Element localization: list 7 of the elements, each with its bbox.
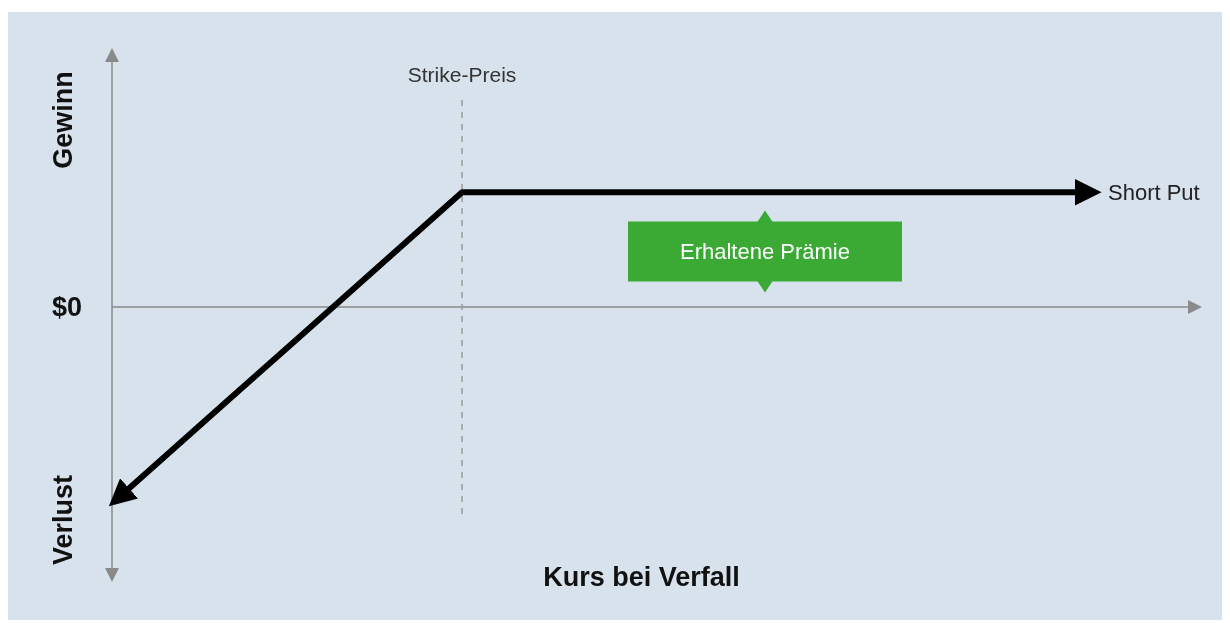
series-label: Short Put xyxy=(1108,180,1200,205)
text: Gewinn xyxy=(48,71,78,169)
text: Strike-Preis xyxy=(407,63,517,86)
text: $0 xyxy=(51,292,82,323)
x-axis-title: Kurs bei Verfall xyxy=(543,562,740,592)
annotation: Erhaltene Prämie xyxy=(680,239,850,265)
text: Verlust xyxy=(48,474,78,566)
